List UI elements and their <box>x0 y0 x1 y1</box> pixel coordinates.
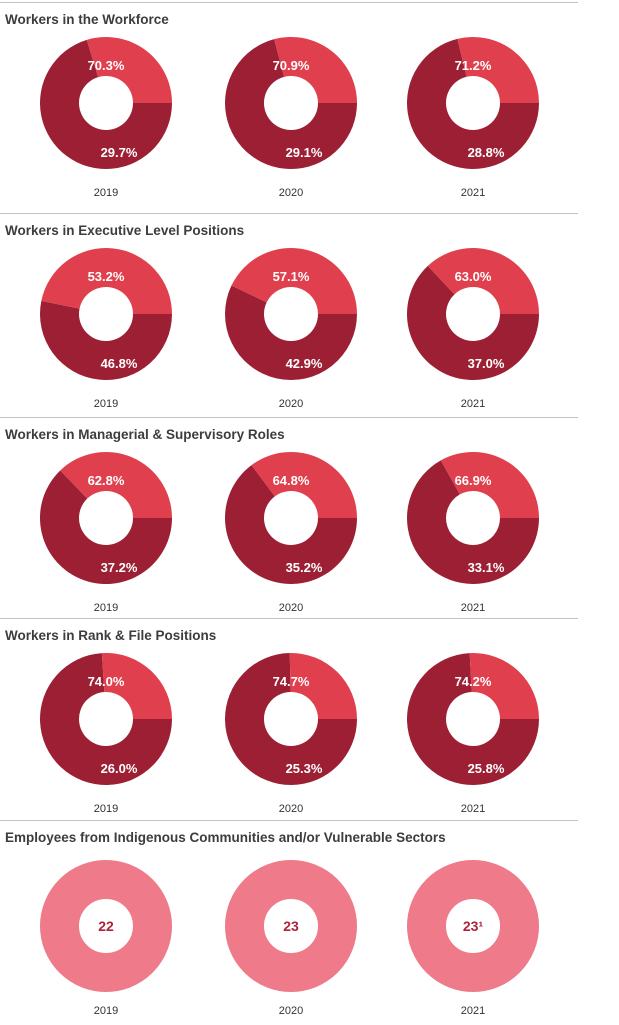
slice-light <box>101 653 172 719</box>
slice-light <box>274 36 357 103</box>
donut-2021: 71.2% 28.8% 2021 <box>407 37 539 199</box>
section-executive: Workers in Executive Level Positions 53.… <box>0 213 578 418</box>
slice-light <box>41 247 173 314</box>
donut-2020: 64.8% 35.2% 2020 <box>225 452 357 614</box>
section-title: Workers in the Workforce <box>5 12 169 27</box>
slice-dark <box>40 470 173 584</box>
slice-light <box>469 653 539 719</box>
ring <box>225 860 357 992</box>
section-title: Employees from Indigenous Communities an… <box>5 830 446 845</box>
donut-2019: 53.2% 46.8% 2019 <box>40 247 173 410</box>
count-label: 22 <box>98 918 114 934</box>
section-managerial: Workers in Managerial & Supervisory Role… <box>0 417 578 619</box>
slice-dark-label: 66.9% <box>455 473 492 488</box>
donut-2021: 63.0% 37.0% 2021 <box>407 247 539 410</box>
year-label: 2021 <box>461 398 485 410</box>
slice-light <box>457 37 539 103</box>
count-label: 23¹ <box>463 918 484 934</box>
donut-2019: 70.3% 29.7% 2019 <box>40 36 173 199</box>
slice-light-label: 28.8% <box>468 145 505 160</box>
slice-light-label: 46.8% <box>101 356 138 371</box>
donut-2019: 62.8% 37.2% 2019 <box>40 452 173 614</box>
year-label: 2021 <box>461 1005 485 1017</box>
slice-dark <box>40 653 172 785</box>
slice-dark <box>224 285 357 380</box>
donut-group: 22 2019 23 2020 23¹ 2021 <box>40 860 539 1017</box>
slice-dark <box>407 38 539 169</box>
ring <box>40 860 172 992</box>
year-label: 2021 <box>461 602 485 614</box>
donut-2019: 74.0% 26.0% 2019 <box>40 653 172 815</box>
slice-light-label: 25.3% <box>286 761 323 776</box>
donut-2020: 70.9% 29.1% 2020 <box>225 36 357 199</box>
slice-light-label: 42.9% <box>286 356 323 371</box>
slice-dark <box>225 39 357 170</box>
donut-group: 62.8% 37.2% 2019 64.8% 35.2% 2020 66.9% 33.1% 20… <box>40 452 539 614</box>
slice-light <box>289 653 357 719</box>
year-label: 2020 <box>279 398 303 410</box>
slice-light-label: 26.0% <box>101 761 138 776</box>
slice-light-label: 37.2% <box>101 560 138 575</box>
year-label: 2020 <box>279 803 303 815</box>
slice-dark-label: 74.2% <box>455 674 492 689</box>
donut-2021: 74.2% 25.8% 2021 <box>407 653 539 815</box>
slice-dark-label: 74.7% <box>273 674 310 689</box>
slice-dark <box>225 653 357 785</box>
slice-light <box>440 452 539 518</box>
donut-2020: 57.1% 42.9% 2020 <box>224 248 357 410</box>
donut-2020: 23 2020 <box>225 860 357 1017</box>
slice-dark <box>407 653 539 785</box>
section-title: Workers in Managerial & Supervisory Role… <box>5 427 285 442</box>
donut-group: 74.0% 26.0% 2019 74.7% 25.3% 2020 74.2% 25.8% 20… <box>40 653 539 815</box>
slice-dark-label: 74.0% <box>88 674 125 689</box>
section-indigenous: Employees from Indigenous Communities an… <box>0 820 578 1025</box>
slice-light-label: 25.8% <box>468 761 505 776</box>
slice-dark-label: 64.8% <box>273 473 310 488</box>
section-title: Workers in Executive Level Positions <box>5 223 245 238</box>
slice-light <box>231 248 357 314</box>
slice-dark <box>225 465 357 584</box>
slice-light-label: 29.1% <box>286 145 323 160</box>
year-label: 2019 <box>94 602 118 614</box>
slice-dark-label: 53.2% <box>88 269 125 284</box>
donut-group: 70.3% 29.7% 2019 70.9% 29.1% 2020 71.2% 28.8% 20… <box>40 36 539 199</box>
slice-dark <box>40 300 173 380</box>
slice-light <box>427 247 539 314</box>
slice-light-label: 29.7% <box>101 145 138 160</box>
donut-group: 53.2% 46.8% 2019 57.1% 42.9% 2020 63.0% 37.0% 20… <box>40 247 539 410</box>
year-label: 2019 <box>94 1005 118 1017</box>
donut-2021: 23¹ 2021 <box>407 860 539 1017</box>
slice-dark-label: 70.9% <box>273 58 310 73</box>
slice-dark-label: 71.2% <box>455 58 492 73</box>
slice-dark-label: 70.3% <box>88 58 125 73</box>
slice-light <box>251 452 357 518</box>
slice-dark <box>407 460 539 584</box>
year-label: 2020 <box>279 187 303 199</box>
donut-2019: 22 2019 <box>40 860 172 1017</box>
year-label: 2019 <box>94 187 118 199</box>
slice-light-label: 35.2% <box>286 560 323 575</box>
slice-dark-label: 62.8% <box>88 473 125 488</box>
year-label: 2019 <box>94 803 118 815</box>
slice-light-label: 37.0% <box>468 356 505 371</box>
slice-light-label: 33.1% <box>468 560 505 575</box>
slice-dark <box>407 265 539 380</box>
slice-dark-label: 57.1% <box>273 269 310 284</box>
section-workforce: Workers in the Workforce 70.3% 29.7% 2019 7… <box>0 2 578 213</box>
slice-light <box>86 36 173 103</box>
year-label: 2021 <box>461 803 485 815</box>
section-rank-file: Workers in Rank & File Positions 74.0% 26… <box>0 618 578 821</box>
year-label: 2019 <box>94 398 118 410</box>
slice-dark-label: 63.0% <box>455 269 492 284</box>
year-label: 2020 <box>279 1005 303 1017</box>
slice-dark <box>40 39 173 169</box>
ring <box>407 860 539 992</box>
donut-2020: 74.7% 25.3% 2020 <box>225 653 357 815</box>
donut-2021: 66.9% 33.1% 2021 <box>407 452 539 614</box>
year-label: 2021 <box>461 187 485 199</box>
year-label: 2020 <box>279 602 303 614</box>
slice-light <box>60 452 172 518</box>
section-title: Workers in Rank & File Positions <box>5 628 217 643</box>
count-label: 23 <box>283 918 299 934</box>
